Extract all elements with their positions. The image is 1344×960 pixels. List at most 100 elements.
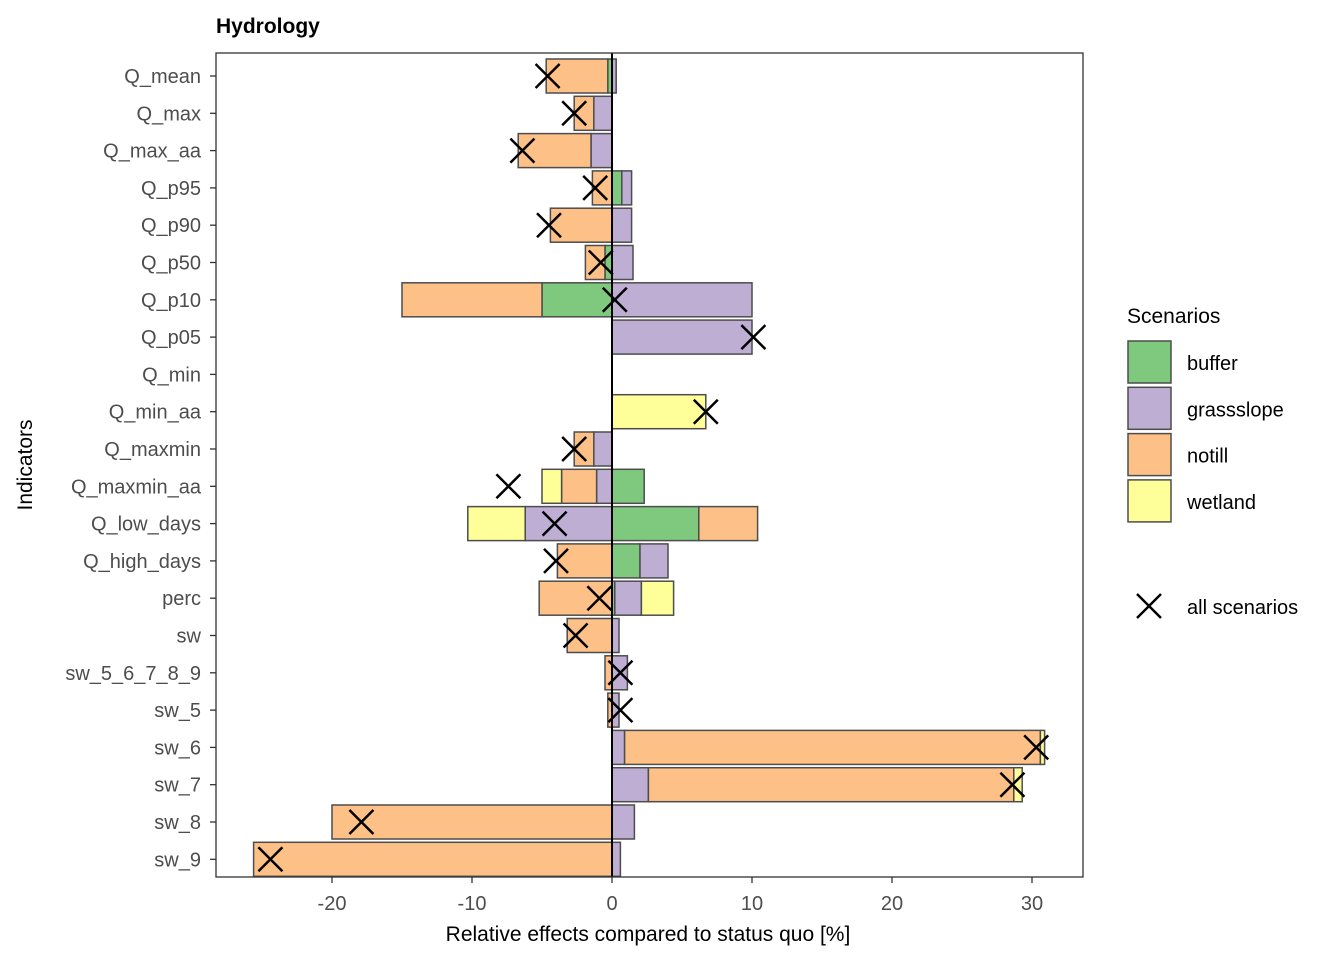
y-tick-label: Q_p10 (141, 290, 201, 312)
y-tick-label: Q_low_days (91, 514, 201, 536)
bar-notill-Q_maxmin_aa (560, 468, 598, 505)
bar-notill-Q_p50 (584, 244, 606, 281)
bar-grassslope-Q_p05 (611, 319, 753, 355)
y-tick-label: sw_6 (154, 737, 201, 759)
cross-marker-Q_low_days (541, 510, 568, 537)
bar-grassslope-Q_p50 (611, 244, 634, 281)
bar-grassslope-perc (614, 580, 643, 616)
bar-grassslope-Q_p95 (621, 170, 633, 206)
bar-grassslope-Q_low_days (524, 505, 613, 542)
bar-notill-sw_7 (647, 766, 1015, 803)
bar-buffer-Q_p95 (611, 170, 623, 206)
x-axis-label: Relative effects compared to status quo … (446, 923, 851, 946)
legend-key-grassslope (1127, 386, 1172, 431)
cross-marker-Q_p05 (740, 324, 767, 350)
bar-wetland-sw_6 (1039, 729, 1046, 766)
y-tick-label: sw_5_6_7_8_9 (65, 663, 201, 685)
cross-marker-sw_7 (999, 771, 1026, 798)
y-tick-label: Q_mean (124, 66, 201, 88)
legend-items: buffer grassslope notill wetland (1127, 340, 1284, 523)
y-axis-label: Indicators (14, 419, 37, 510)
x-tick-label: 10 (741, 893, 763, 915)
bar-grassslope-Q_high_days (639, 543, 669, 579)
cross-marker-Q_p90 (536, 212, 562, 239)
bar-notill-Q_low_days (698, 505, 759, 542)
y-tick-label: sw_7 (154, 775, 201, 797)
x-tick-label: 0 (606, 893, 617, 915)
cross-marker-perc (586, 585, 613, 612)
bar-grassslope-Q_maxmin_aa (595, 468, 613, 505)
y-tick-label: Q_min (142, 364, 201, 386)
legend-label-grassslope: grassslope (1187, 399, 1284, 421)
x-tick-label: 30 (1021, 893, 1043, 915)
legend-label-buffer: buffer (1187, 353, 1238, 375)
bar-wetland-Q_maxmin_aa (541, 468, 563, 505)
cross-marker-Q_p95 (582, 175, 609, 201)
bars-layer (252, 58, 1046, 878)
bar-buffer-Q_p10 (541, 282, 613, 318)
bar-grassslope-sw_6 (611, 729, 626, 766)
bar-grassslope-Q_maxmin (593, 431, 613, 467)
cross-marker-Q_maxmin_aa (495, 473, 522, 500)
y-tick-label: sw_9 (154, 849, 201, 871)
bar-notill-sw_8 (331, 804, 613, 840)
bar-grassslope-sw_5 (611, 692, 620, 728)
bar-buffer-Q_low_days (611, 505, 700, 542)
legend-key-buffer (1127, 340, 1172, 384)
y-tick-label: Q_min_aa (109, 402, 202, 424)
bar-wetland-Q_low_days (467, 505, 526, 542)
chart-title: Hydrology (216, 15, 320, 38)
cross-marker-Q_min_aa (692, 398, 719, 425)
bar-buffer-Q_high_days (611, 543, 641, 579)
bar-notill-Q_max_aa (517, 132, 592, 169)
cross-marker-Q_max_aa (509, 137, 536, 164)
y-tick-label: perc (162, 588, 201, 610)
y-tick-label: Q_maxmin (104, 439, 201, 461)
y-tick-label: Q_max_aa (103, 141, 202, 163)
y-tick-label: Q_p95 (141, 178, 201, 200)
legend-label-notill: notill (1187, 446, 1228, 468)
bar-notill-Q_max (573, 95, 595, 132)
y-tick-label: sw_5 (154, 700, 201, 722)
bar-buffer-Q_maxmin_aa (611, 468, 645, 505)
bar-wetland-sw_7 (1013, 766, 1023, 803)
cross-marker-Q_p50 (587, 249, 614, 276)
bar-grassslope-sw_9 (611, 841, 622, 878)
bar-grassslope-sw_7 (611, 766, 650, 803)
legend-cross-icon (1136, 593, 1162, 619)
bar-wetland-Q_min_aa (611, 393, 707, 430)
bar-grassslope-sw (611, 617, 620, 654)
cross-marker-Q_maxmin (561, 436, 588, 462)
y-tick-label: sw (177, 626, 202, 648)
legend-label-all-scenarios: all scenarios (1187, 597, 1298, 619)
x-tick-label: -10 (458, 893, 487, 915)
cross-marker-sw (562, 622, 589, 649)
y-tick-label: sw_8 (154, 812, 201, 834)
panel-border (215, 52, 1084, 878)
y-tick-label: Q_p05 (141, 327, 201, 349)
x-tick-label: -20 (318, 893, 347, 915)
y-tick-label: Q_maxmin_aa (71, 476, 202, 498)
bar-notill-Q_high_days (556, 543, 613, 579)
cross-marker-Q_max (561, 100, 588, 127)
cross-marker-sw_8 (348, 809, 375, 835)
cross-marker-sw_9 (257, 846, 284, 873)
legend: Scenarios buffergrassslopenotillwetland … (1127, 305, 1298, 619)
x-tick-label: 20 (881, 893, 903, 915)
bar-grassslope-sw_8 (611, 804, 636, 840)
cross-marker-Q_mean (534, 63, 561, 89)
y-tick-label: Q_max (137, 103, 201, 125)
cross-marker-sw_6 (1023, 734, 1050, 761)
cross-marker-Q_p10 (601, 286, 628, 313)
bar-notill-Q_mean (545, 58, 609, 94)
y-axis: Q_mean Q_max Q_max_aa Q_p95 Q_p90 Q_p50 Q_p10 Q… (65, 66, 216, 871)
legend-title: Scenarios (1127, 305, 1220, 328)
x-axis: -20 -10 0 10 20 30 (318, 877, 1043, 915)
bar-grassslope-Q_max_aa (590, 132, 613, 169)
bar-notill-Q_maxmin (573, 431, 595, 467)
bar-notill-sw_9 (252, 841, 613, 878)
bar-grassslope-Q_p90 (611, 207, 633, 243)
bar-notill-Q_p10 (401, 282, 543, 318)
legend-key-wetland (1127, 479, 1172, 523)
